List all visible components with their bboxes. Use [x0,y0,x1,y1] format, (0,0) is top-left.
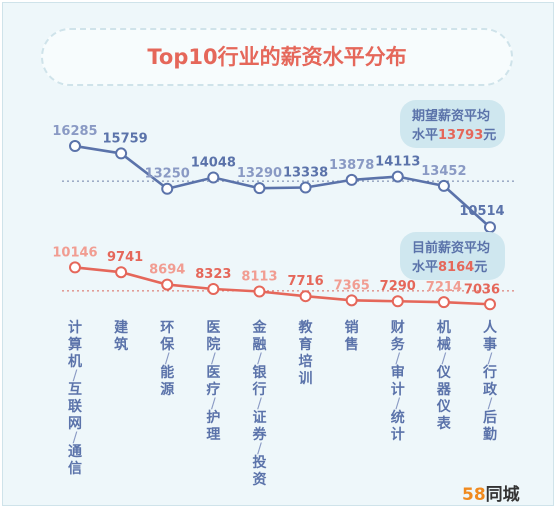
current-point-0 [69,261,81,274]
current-average-value: 水平8164元 [412,259,487,275]
category-label-0: 计算机/互联网/通信 [68,319,83,477]
expected-point-2 [161,182,174,195]
current-label-0: 10146 [52,245,97,260]
brand-mark: 58 [462,485,486,505]
expected-point-7 [391,170,404,183]
expected-label-1: 15759 [102,131,147,146]
category-label-3: 医院/医疗/护理 [206,320,220,443]
expected-series-line [74,144,491,229]
expected-point-1 [115,147,128,160]
current-average-box [400,232,505,280]
current-label-6: 7365 [334,278,370,293]
expected-point-9 [484,221,496,234]
expected-label-0: 16285 [52,124,97,139]
expected-label-2: 13250 [145,167,190,182]
current-label-4: 8113 [241,269,277,284]
current-label-9: 7036 [464,282,500,297]
category-label-7: 财务/审计/统计 [390,319,406,443]
current-label-1: 9741 [107,250,143,265]
brand-logo: 58同城 [462,480,520,505]
expected-label-8: 13452 [421,164,466,179]
expected-label-3: 14048 [191,156,236,171]
current-point-2 [161,278,174,291]
current-point-7 [391,295,404,308]
expected-point-6 [345,173,358,186]
current-point-5 [299,290,312,303]
category-label-8: 机械/仪器仪表 [436,319,452,432]
current-average-title: 目前薪资平均 [412,240,490,256]
category-label-9: 人事/行政/后勤 [482,319,498,443]
current-label-3: 8323 [195,267,231,282]
expected-label-4: 13290 [237,166,282,181]
category-label-6: 销售 [344,319,359,353]
current-point-6 [345,294,358,307]
expected-label-6: 13878 [329,158,374,173]
current-point-3 [207,283,220,295]
current-label-5: 7716 [287,274,323,289]
current-label-8: 7214 [426,280,462,295]
category-label-2: 环保/能源 [159,320,175,398]
brand-name: 同城 [485,485,520,505]
current-label-2: 8694 [149,263,185,278]
title-box: Top10行业的薪资水平分布 [41,28,513,86]
expected-label-9: 10514 [459,204,504,219]
expected-average-title: 期望薪资平均 [412,108,490,124]
expected-point-4 [253,182,266,195]
current-point-1 [115,266,128,279]
expected-average-box [400,100,505,148]
category-label-1: 建筑 [114,319,128,353]
current-point-8 [437,296,450,309]
expected-point-8 [437,179,450,192]
expected-label-7: 14113 [375,155,420,170]
expected-point-0 [69,140,81,153]
expected-point-3 [207,171,220,184]
current-point-9 [484,298,496,311]
expected-average-value: 水平13793元 [412,127,496,143]
current-point-4 [253,285,266,298]
expected-point-5 [299,181,312,194]
current-series-line [74,266,491,306]
category-label-4: 金融/银行/证券/投资 [251,319,267,488]
current-label-7: 7290 [380,279,416,294]
chart-title: Top10行业的薪资水平分布 [147,45,407,69]
expected-label-5: 13338 [283,166,328,181]
category-label-5: 教育培训 [299,319,314,387]
